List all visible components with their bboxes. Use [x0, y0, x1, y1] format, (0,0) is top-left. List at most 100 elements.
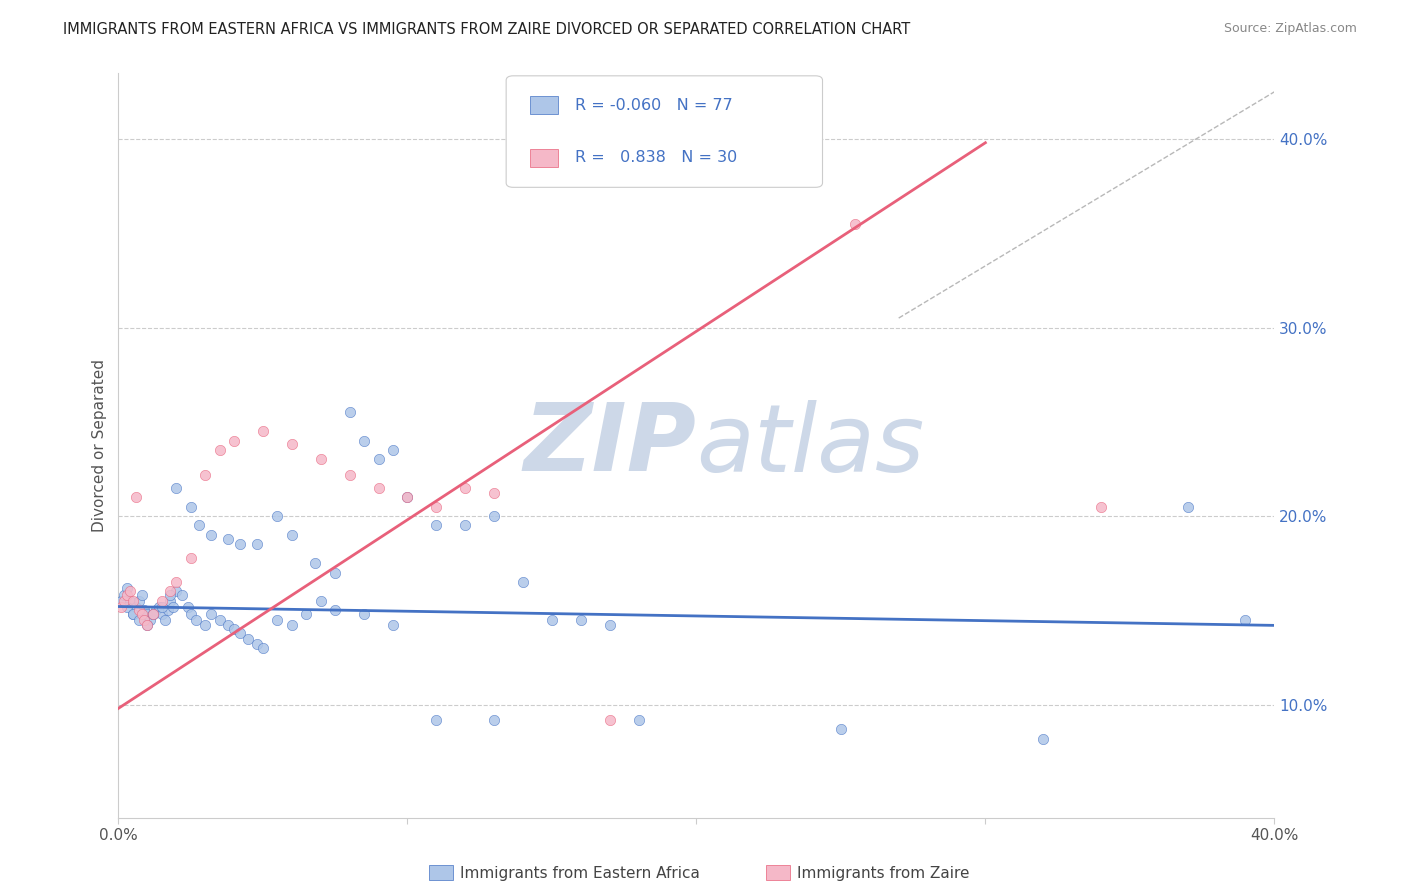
Point: [131, 607, 153, 621]
Point: [1234, 613, 1257, 627]
Point: [396, 490, 419, 504]
Text: atlas: atlas: [696, 400, 925, 491]
Point: [118, 594, 141, 608]
Point: [122, 594, 145, 608]
Text: ZIP: ZIP: [523, 400, 696, 491]
Point: [323, 566, 346, 580]
Y-axis label: Divorced or Separated: Divorced or Separated: [93, 359, 107, 532]
Point: [118, 584, 141, 599]
Point: [512, 574, 534, 589]
Point: [145, 603, 167, 617]
Text: IMMIGRANTS FROM EASTERN AFRICA VS IMMIGRANTS FROM ZAIRE DIVORCED OR SEPARATED CO: IMMIGRANTS FROM EASTERN AFRICA VS IMMIGR…: [63, 22, 911, 37]
Point: [122, 607, 145, 621]
Text: Immigrants from Eastern Africa: Immigrants from Eastern Africa: [460, 866, 700, 880]
Point: [122, 607, 145, 621]
Point: [180, 607, 202, 621]
Point: [148, 599, 170, 614]
Point: [194, 467, 217, 482]
Point: [165, 574, 187, 589]
Point: [159, 584, 181, 599]
Point: [200, 607, 222, 621]
Point: [246, 637, 269, 651]
Point: [142, 607, 165, 621]
Point: [162, 599, 184, 614]
Point: [208, 613, 231, 627]
Point: [125, 599, 148, 614]
Point: [425, 713, 447, 727]
Point: [170, 588, 193, 602]
Point: [1032, 731, 1054, 746]
Point: [208, 443, 231, 458]
Point: [128, 613, 150, 627]
Point: [309, 452, 332, 467]
Point: [222, 622, 245, 636]
Text: Immigrants from Zaire: Immigrants from Zaire: [797, 866, 970, 880]
Point: [188, 518, 211, 533]
Point: [150, 607, 173, 621]
Point: [367, 452, 389, 467]
Point: [454, 518, 477, 533]
Point: [128, 603, 150, 617]
Point: [266, 509, 288, 524]
Point: [381, 618, 404, 632]
Point: [381, 443, 404, 458]
Point: [150, 599, 173, 614]
Point: [125, 490, 148, 504]
Point: [139, 613, 162, 627]
Point: [159, 588, 181, 602]
Point: [110, 594, 132, 608]
Point: [115, 599, 138, 614]
Point: [217, 532, 239, 546]
Point: [134, 613, 156, 627]
Point: [238, 632, 260, 646]
Point: [177, 599, 200, 614]
Point: [136, 618, 159, 632]
Point: [830, 722, 852, 736]
Point: [229, 626, 252, 640]
Point: [150, 594, 173, 608]
Point: [136, 618, 159, 632]
Point: [222, 434, 245, 448]
Point: [252, 640, 274, 655]
Point: [159, 594, 181, 608]
Point: [425, 500, 447, 514]
Point: [128, 594, 150, 608]
Point: [156, 603, 179, 617]
Point: [396, 490, 419, 504]
Point: [115, 581, 138, 595]
Point: [115, 588, 138, 602]
Point: [165, 481, 187, 495]
Point: [110, 599, 132, 614]
Point: [281, 618, 304, 632]
Point: [1177, 500, 1199, 514]
Point: [1090, 500, 1112, 514]
Point: [266, 613, 288, 627]
Point: [425, 518, 447, 533]
Point: [112, 588, 135, 602]
Point: [142, 607, 165, 621]
Text: Source: ZipAtlas.com: Source: ZipAtlas.com: [1223, 22, 1357, 36]
Point: [304, 556, 326, 570]
Point: [599, 618, 621, 632]
Point: [309, 594, 332, 608]
Point: [339, 405, 361, 419]
Point: [252, 424, 274, 438]
Point: [627, 713, 650, 727]
Point: [482, 713, 505, 727]
Point: [136, 607, 159, 621]
Point: [165, 584, 187, 599]
Point: [353, 607, 375, 621]
Point: [295, 607, 318, 621]
Point: [217, 618, 239, 632]
Point: [200, 528, 222, 542]
Point: [323, 603, 346, 617]
Point: [482, 486, 505, 500]
Point: [229, 537, 252, 551]
Point: [339, 467, 361, 482]
Point: [112, 594, 135, 608]
Text: R = -0.060   N = 77: R = -0.060 N = 77: [575, 98, 733, 112]
Point: [180, 500, 202, 514]
Point: [599, 713, 621, 727]
Point: [131, 588, 153, 602]
Point: [454, 481, 477, 495]
